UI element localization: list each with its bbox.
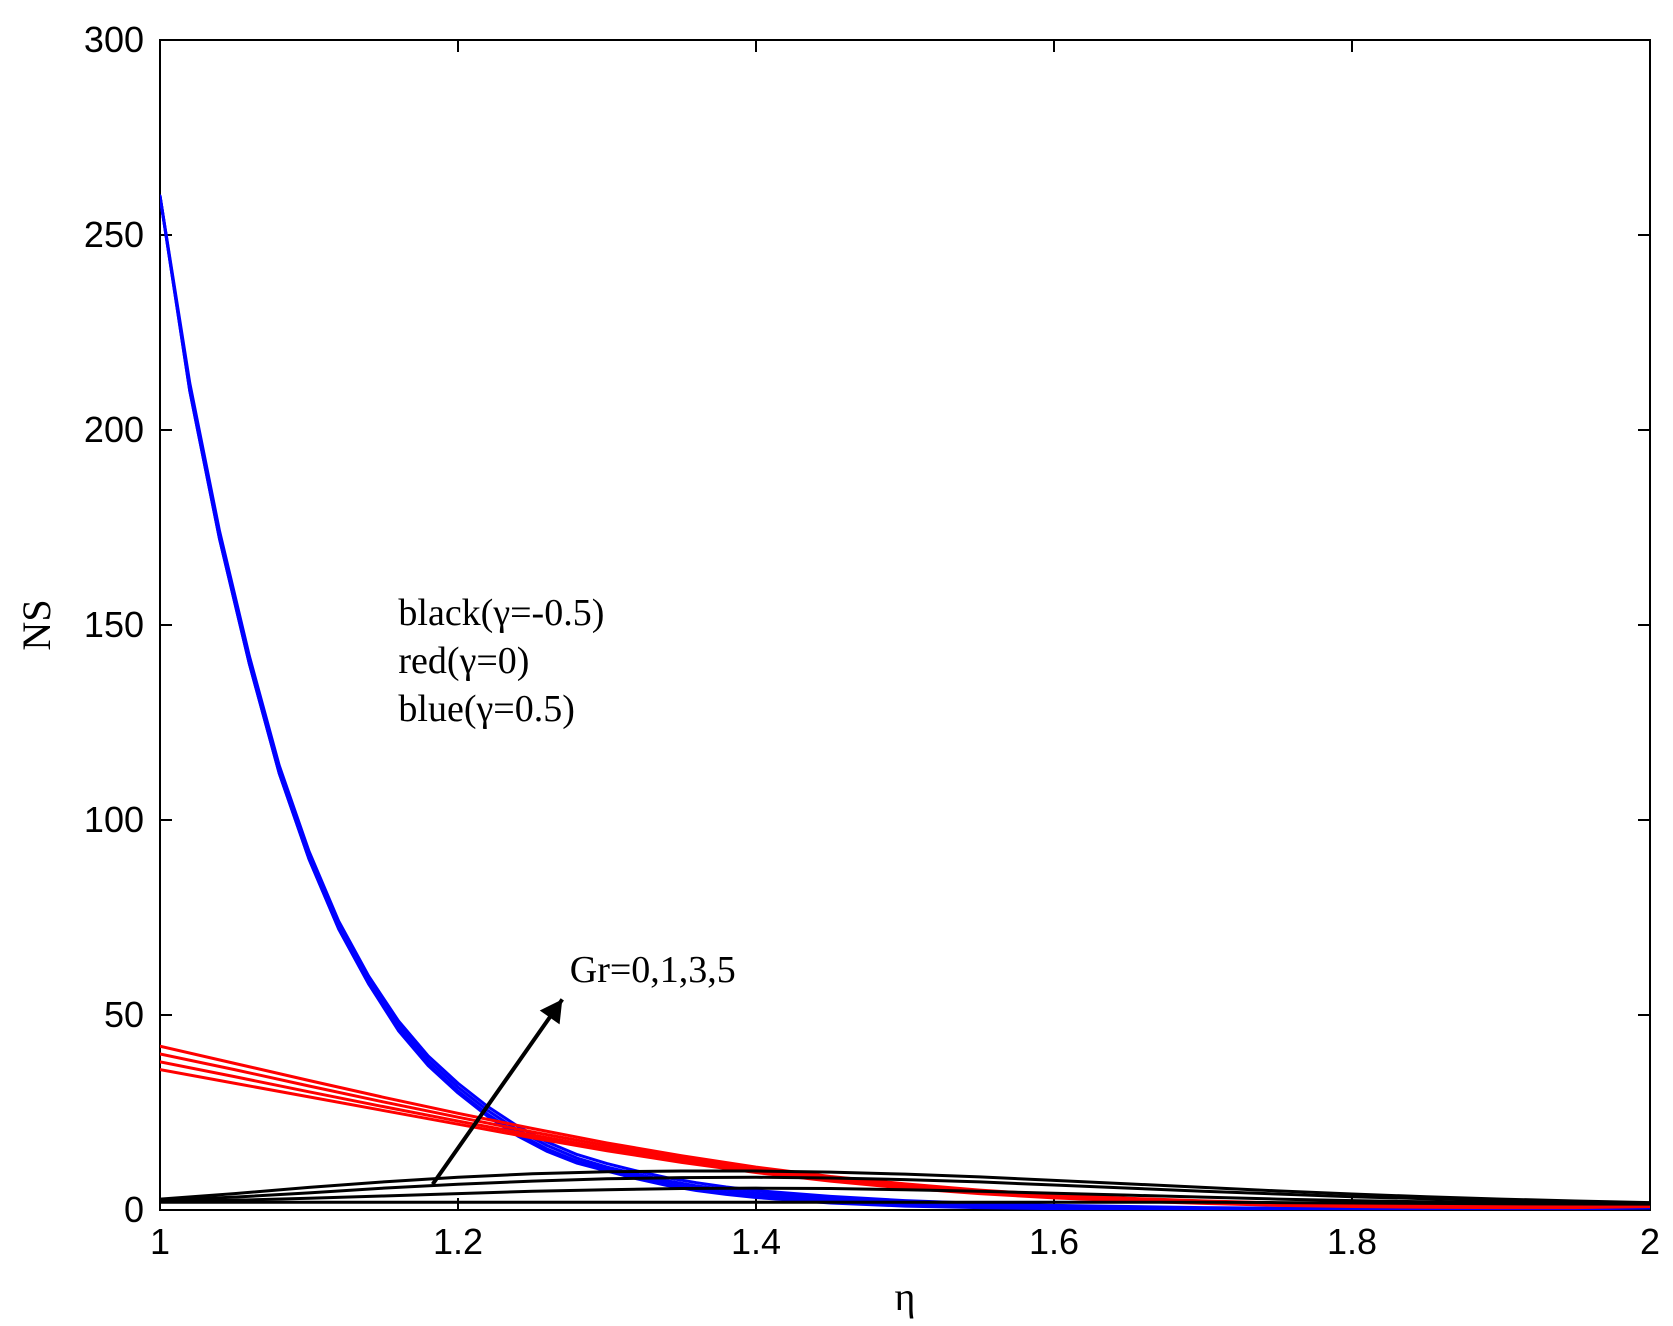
series-blue-gr3 bbox=[160, 196, 1650, 1209]
ytick-label: 200 bbox=[84, 409, 144, 450]
xtick-label: 1 bbox=[150, 1221, 170, 1262]
series-blue-gr0 bbox=[160, 196, 1650, 1210]
ytick-label: 100 bbox=[84, 799, 144, 840]
xtick-label: 2 bbox=[1640, 1221, 1660, 1262]
legend-line-2: blue(γ=0.5) bbox=[398, 688, 574, 730]
chart-svg: 1 1.2 1.4 1.6 1.8 2 0 50 100 150 200 250 300 η NS black… bbox=[0, 0, 1673, 1326]
annotation-text: Gr=0,1,3,5 bbox=[570, 949, 736, 991]
xtick-label: 1.8 bbox=[1327, 1221, 1377, 1262]
legend-line-0: black(γ=-0.5) bbox=[398, 592, 604, 634]
series-group bbox=[160, 196, 1650, 1210]
x-axis-label: η bbox=[895, 1274, 916, 1319]
ytick-label: 250 bbox=[84, 214, 144, 255]
annotation-arrow bbox=[433, 999, 563, 1184]
ytick-label: 150 bbox=[84, 604, 144, 645]
series-blue-gr5 bbox=[160, 196, 1650, 1209]
ytick-label: 50 bbox=[104, 994, 144, 1035]
chart-container: 1 1.2 1.4 1.6 1.8 2 0 50 100 150 200 250 300 η NS black… bbox=[0, 0, 1673, 1326]
legend-line-1: red(γ=0) bbox=[398, 640, 529, 682]
series-blue-gr1 bbox=[160, 196, 1650, 1209]
annotation-arrow-head bbox=[540, 999, 563, 1024]
xtick-label: 1.6 bbox=[1029, 1221, 1079, 1262]
y-axis-label: NS bbox=[14, 599, 59, 650]
xtick-label: 1.4 bbox=[731, 1221, 781, 1262]
ytick-label: 0 bbox=[124, 1189, 144, 1230]
xtick-label: 1.2 bbox=[433, 1221, 483, 1262]
ytick-label: 300 bbox=[84, 19, 144, 60]
